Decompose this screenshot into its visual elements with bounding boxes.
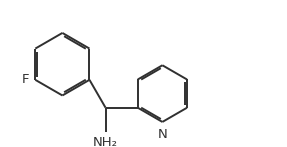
Text: F: F [22,73,30,86]
Text: NH₂: NH₂ [93,136,118,147]
Text: N: N [158,128,167,141]
